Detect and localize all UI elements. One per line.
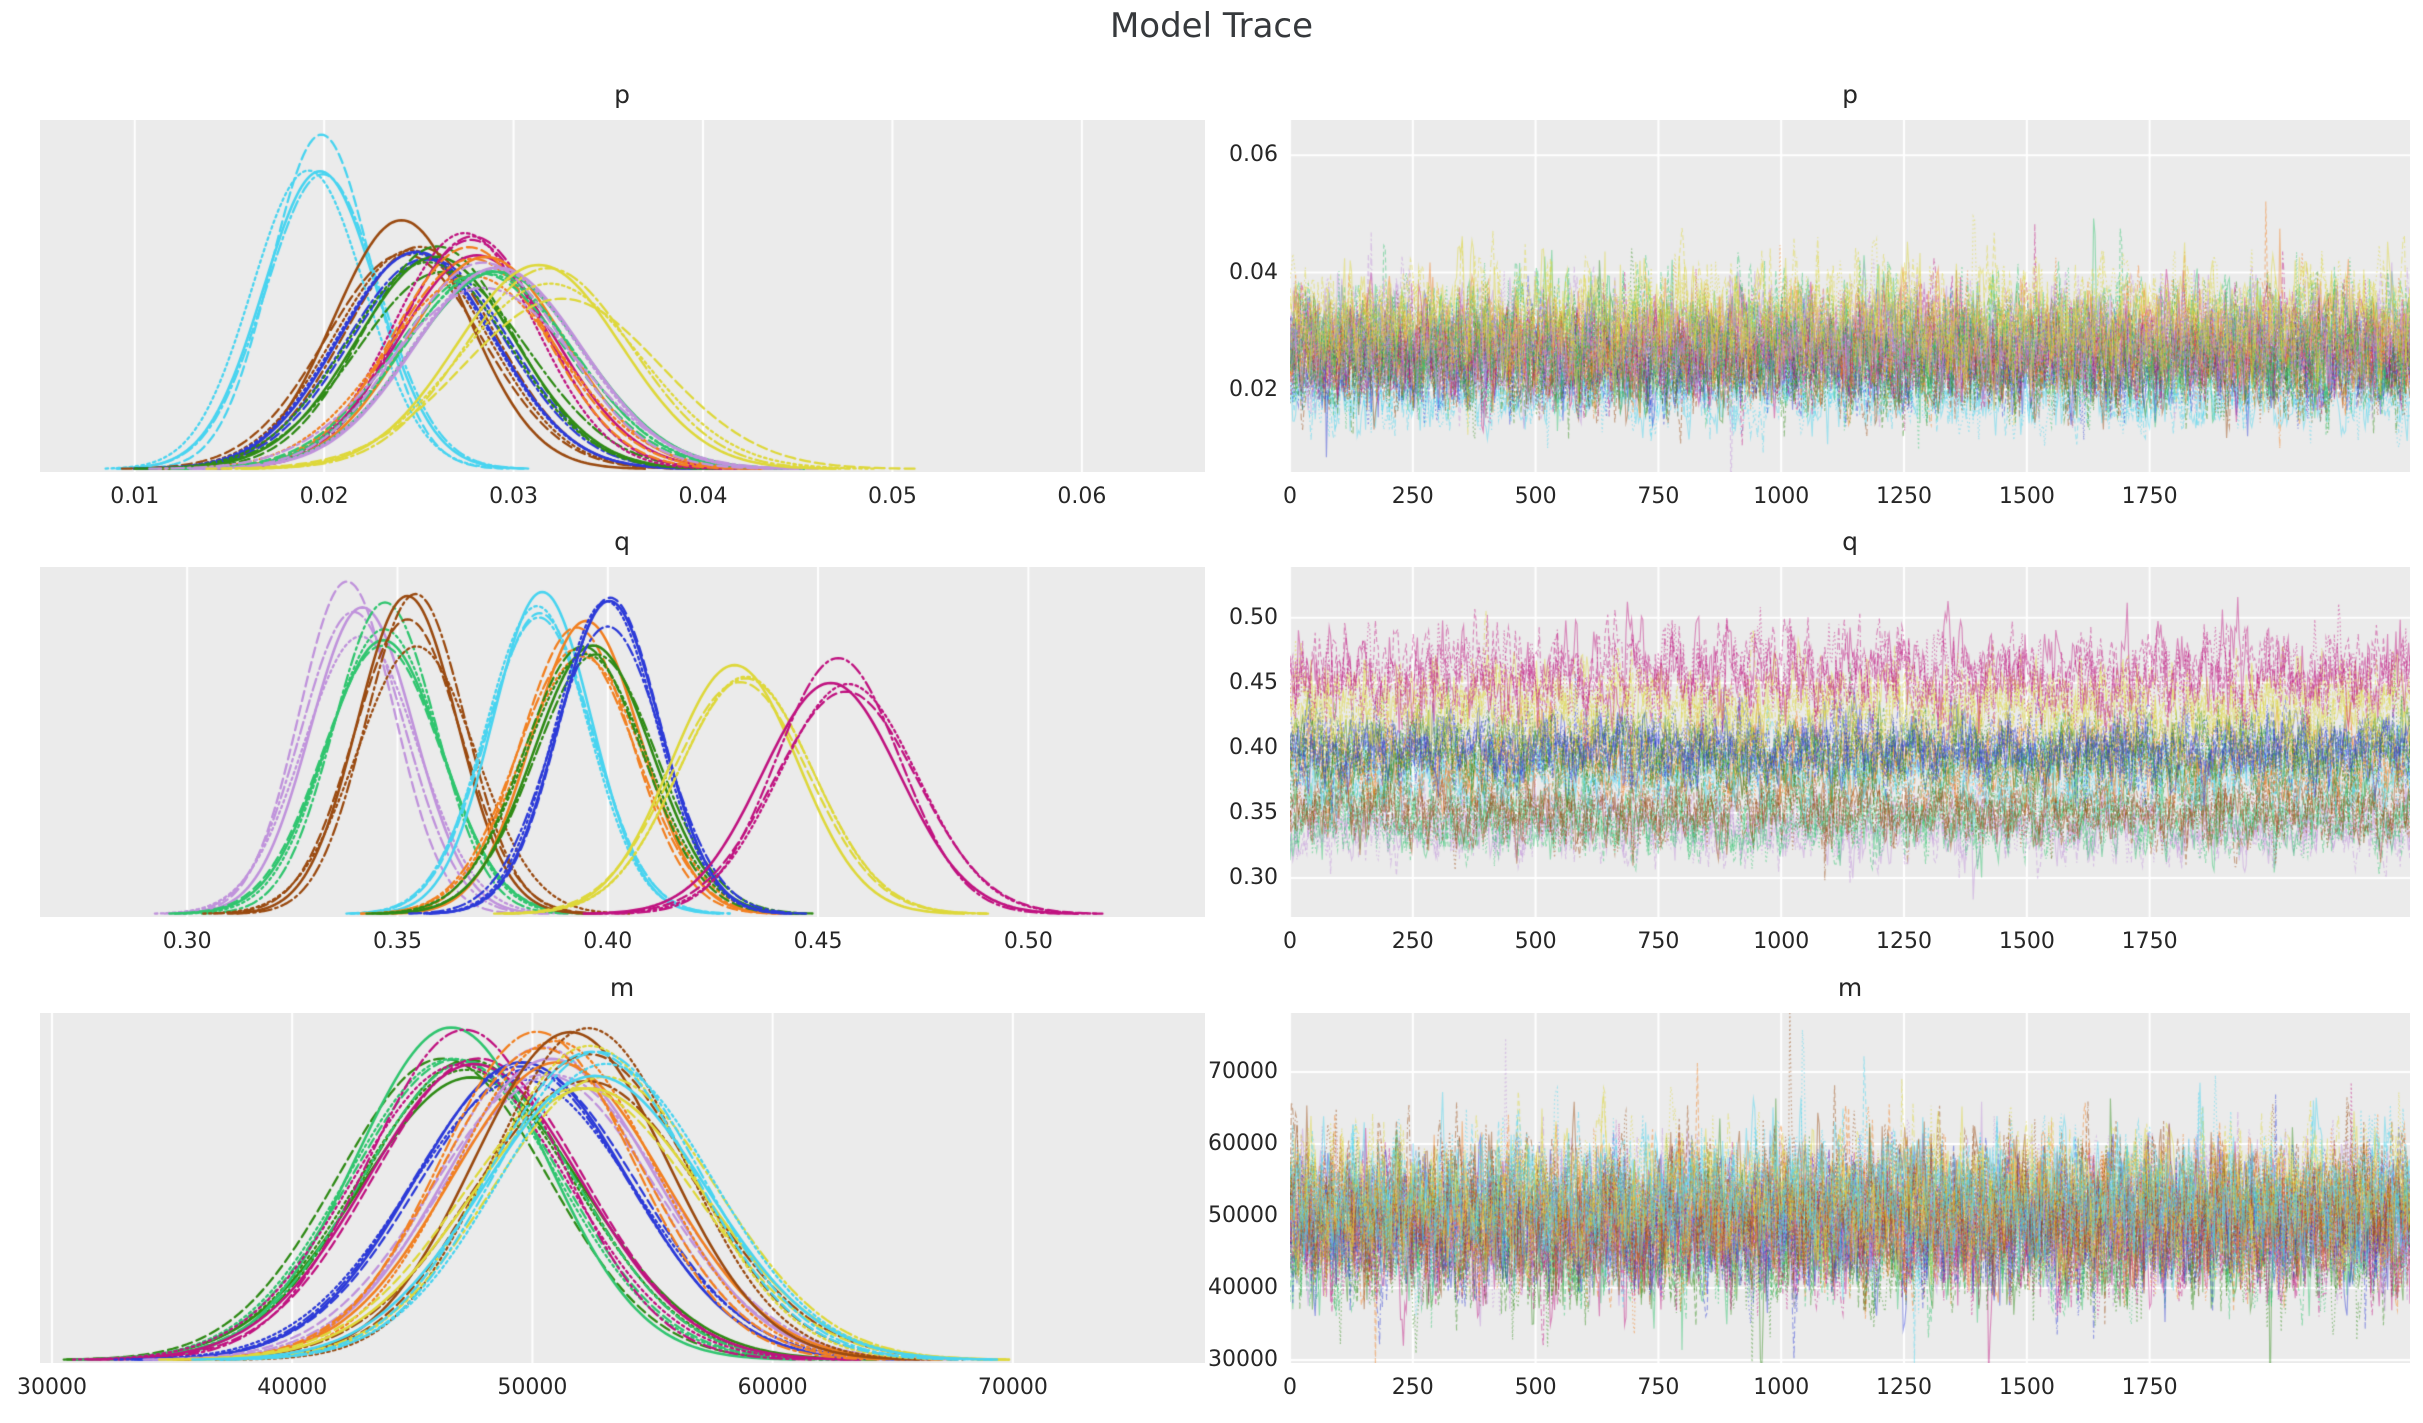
x-tick-label: 250 [1391,1375,1434,1400]
y-tick-label: 70000 [1208,1059,1278,1085]
x-tick-label: 0.03 [489,484,539,509]
x-tick-label: 0 [1283,929,1297,954]
x-tick-label: 0.02 [299,484,349,509]
x-tick-label: 0.01 [110,484,160,509]
kde-panel-p [40,120,1205,472]
trace-panel-m [1290,1013,2410,1363]
y-tick-label: 0.04 [1229,259,1278,285]
x-tick-label: 1750 [2121,1375,2178,1400]
x-tick-label: 40000 [257,1375,328,1400]
subplot-title-q-trace: q [1842,527,1858,556]
y-tick-label: 0.45 [1229,669,1278,695]
subplot-title-m-trace: m [1837,973,1863,1002]
x-tick-label: 1250 [1876,484,1933,509]
x-tick-label: 30000 [17,1375,87,1400]
x-tick-label: 250 [1391,929,1434,954]
y-tick-label: 0.40 [1229,734,1278,760]
x-tick-label: 1000 [1753,1375,1810,1400]
x-tick-label: 50000 [497,1375,568,1400]
x-tick-label: 60000 [737,1375,808,1400]
x-tick-label: 0.50 [1003,929,1053,954]
x-tick-label: 1250 [1876,1375,1933,1400]
x-tick-label: 500 [1514,1375,1557,1400]
y-tick-label: 30000 [1208,1347,1278,1373]
x-tick-label: 1500 [1998,1375,2055,1400]
y-tick-label: 0.06 [1229,142,1278,168]
y-tick-label: 40000 [1208,1275,1278,1301]
x-tick-label: 1000 [1753,484,1810,509]
x-tick-label: 1500 [1998,929,2055,954]
x-tick-label: 0.30 [162,929,212,954]
x-tick-label: 1000 [1753,929,1810,954]
x-tick-label: 0.04 [678,484,728,509]
x-tick-label: 1250 [1876,929,1933,954]
y-tick-label: 0.35 [1229,799,1278,825]
x-tick-label: 0.40 [583,929,633,954]
subplot-title-m-density: m [609,973,635,1002]
figure-title: Model Trace [1109,6,1314,46]
x-tick-label: 750 [1637,929,1680,954]
x-tick-label: 0.05 [867,484,917,509]
x-tick-label: 0.35 [372,929,422,954]
y-tick-label: 0.50 [1229,604,1278,630]
subplot-title-p-trace: p [1842,80,1858,109]
subplot-title-p-density: p [614,80,630,109]
subplot-title-q-density: q [614,527,630,556]
x-tick-label: 0.45 [793,929,843,954]
x-tick-label: 0 [1283,1375,1297,1400]
kde-panel-m [40,1013,1205,1363]
x-tick-label: 0.06 [1057,484,1107,509]
trace-panel-p [1290,120,2410,472]
y-tick-label: 50000 [1208,1203,1278,1229]
x-tick-label: 1750 [2121,929,2178,954]
x-tick-label: 250 [1391,484,1434,509]
trace-panel-q [1290,567,2410,917]
x-tick-label: 1500 [1998,484,2055,509]
x-tick-label: 500 [1514,484,1557,509]
y-tick-label: 0.02 [1229,376,1278,402]
x-tick-label: 750 [1637,1375,1680,1400]
y-tick-label: 60000 [1208,1131,1278,1157]
x-tick-label: 0 [1283,484,1297,509]
y-tick-label: 0.30 [1229,864,1278,890]
x-tick-label: 750 [1637,484,1680,509]
x-tick-label: 70000 [977,1375,1048,1400]
x-tick-label: 500 [1514,929,1557,954]
x-tick-label: 1750 [2121,484,2178,509]
kde-panel-q [40,567,1205,917]
